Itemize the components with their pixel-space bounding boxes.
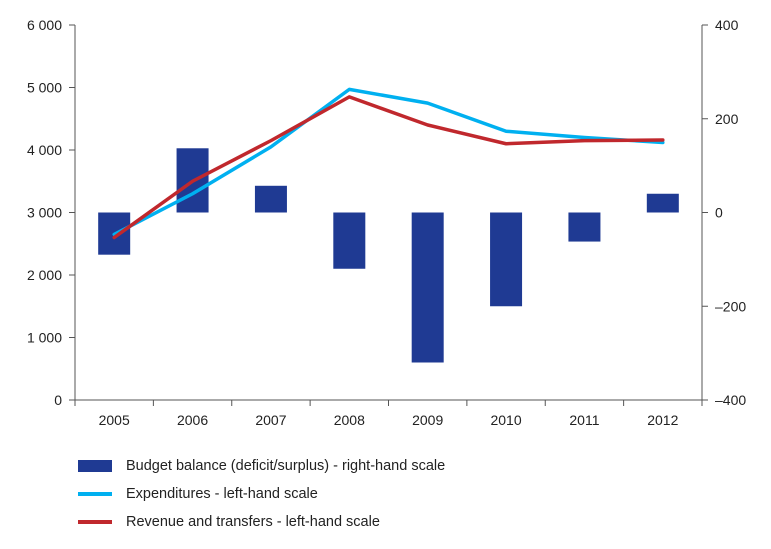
right-tick-label: –200 [715,298,746,314]
bar-2011 [568,212,601,242]
legend-label-expenditures: Expenditures - left-hand scale [126,486,318,502]
x-tick-label-2007: 2007 [255,412,286,428]
bar-2007 [254,185,287,213]
x-tick-label-2009: 2009 [412,412,443,428]
legend-swatch-revenue [78,520,112,524]
bars-layer [98,148,679,363]
legend-item-budget-balance: Budget balance (deficit/surplus) - right… [78,452,678,480]
left-tick-label: 6 000 [27,17,62,33]
x-tick-label-2008: 2008 [334,412,365,428]
x-tick-label-2012: 2012 [647,412,678,428]
revenue-line [112,95,665,240]
left-tick-label: 2 000 [27,267,62,283]
left-tick-label: 5 000 [27,80,62,96]
bar-2012 [646,193,679,213]
legend-label-budget-balance: Budget balance (deficit/surplus) - right… [126,458,446,474]
right-tick-label: 0 [715,205,723,221]
bar-2008 [333,212,366,269]
bar-2009 [411,212,444,363]
legend-swatch-expenditures [78,492,112,496]
legend-swatch-budget-balance [78,460,112,472]
legend-item-expenditures: Expenditures - left-hand scale [78,480,678,508]
x-tick-label-2010: 2010 [490,412,521,428]
left-tick-label: 4 000 [27,142,62,158]
left-tick-label: 1 000 [27,330,62,346]
right-tick-label: 200 [715,111,739,127]
axes-layer: 0 1 000 2 000 3 000 4 000 5 000 6 000 –400 –200 0… [27,17,746,428]
legend-label-revenue: Revenue and transfers - left-hand scale [126,514,380,530]
legend-item-revenue: Revenue and transfers - left-hand scale [78,508,678,536]
right-tick-label: 400 [715,17,739,33]
left-tick-label: 0 [54,392,62,408]
x-tick-label-2006: 2006 [177,412,208,428]
legend: Budget balance (deficit/surplus) - right… [78,452,678,536]
lines-layer [112,87,665,240]
x-tick-label-2011: 2011 [569,412,599,428]
right-tick-label: –400 [715,392,746,408]
expenditures-line [112,87,665,237]
left-tick-label: 3 000 [27,205,62,221]
x-tick-label-2005: 2005 [99,412,130,428]
bar-2010 [490,212,523,307]
